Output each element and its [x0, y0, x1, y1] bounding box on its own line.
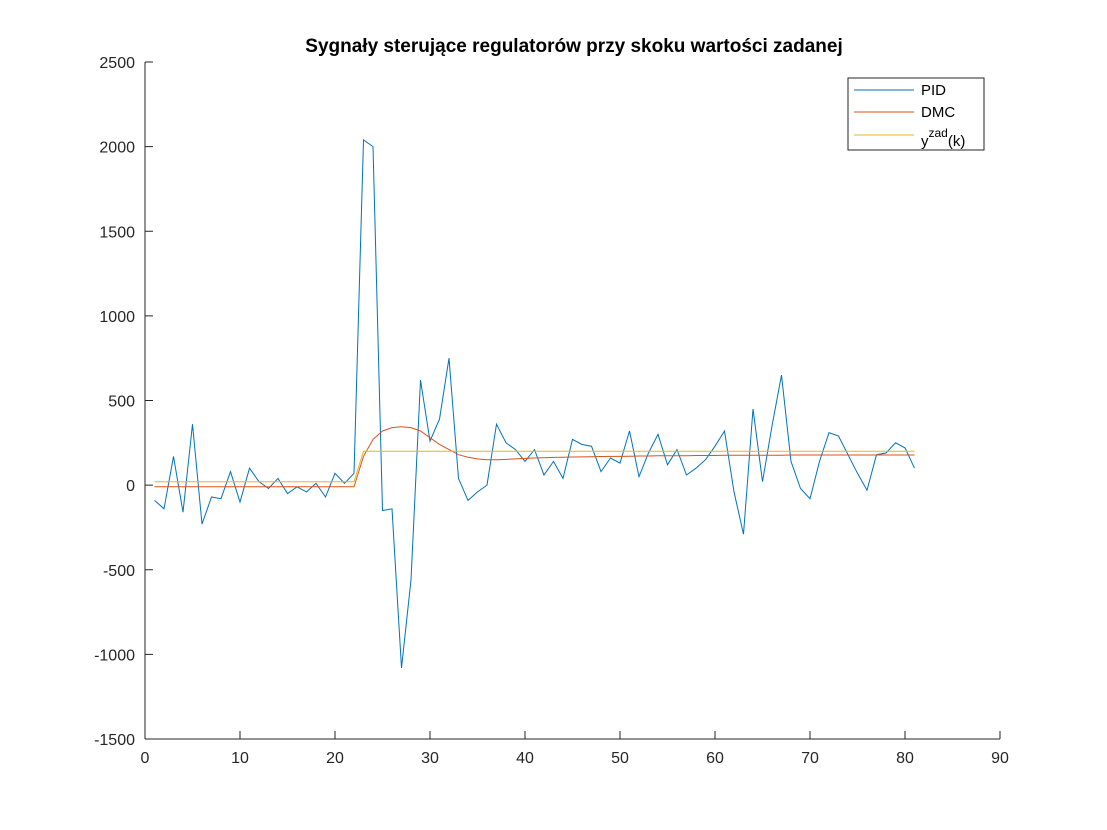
y-tick-label: -500	[103, 563, 135, 580]
x-tick-label: 60	[706, 750, 724, 767]
y-tick-label: -1500	[94, 732, 135, 749]
legend-label-yzad-sup: zad	[929, 126, 948, 140]
legend: PID DMC yzad(k)	[847, 77, 985, 151]
series-line-1	[154, 426, 915, 488]
y-tick-label: 2000	[99, 140, 135, 157]
legend-label-pid: PID	[921, 82, 946, 99]
x-tick-label: 0	[141, 750, 150, 767]
y-tick-label: -1000	[94, 647, 135, 664]
axes-layer: 0 10 20 30 40 50 60 70 80 9025002000150010005000-…	[94, 55, 1009, 767]
y-tick-label: 500	[108, 394, 135, 411]
series-line-2	[154, 450, 915, 483]
x-tick-label: 40	[516, 750, 534, 767]
y-tick-label: 1000	[99, 309, 135, 326]
legend-label-dmc: DMC	[921, 104, 955, 121]
y-tick-label: 1500	[99, 224, 135, 241]
series-line-0	[154, 138, 915, 668]
legend-label-yzad-tail: (k)	[948, 133, 966, 150]
chart-title: Sygnały sterujące regulatorów przy skoku…	[305, 36, 842, 57]
y-tick-label: 0	[126, 478, 135, 495]
x-tick-label: 70	[801, 750, 819, 767]
x-tick-label: 80	[896, 750, 914, 767]
series-layer	[154, 138, 915, 668]
x-tick-label: 10	[231, 750, 249, 767]
x-tick-label: 50	[611, 750, 629, 767]
y-tick-label: 2500	[99, 55, 135, 72]
x-tick-label: 30	[421, 750, 439, 767]
legend-label-yzad: yzad(k)	[921, 126, 965, 150]
x-tick-label: 90	[991, 750, 1009, 767]
x-tick-label: 20	[326, 750, 344, 767]
legend-label-yzad-base: y	[921, 133, 929, 150]
